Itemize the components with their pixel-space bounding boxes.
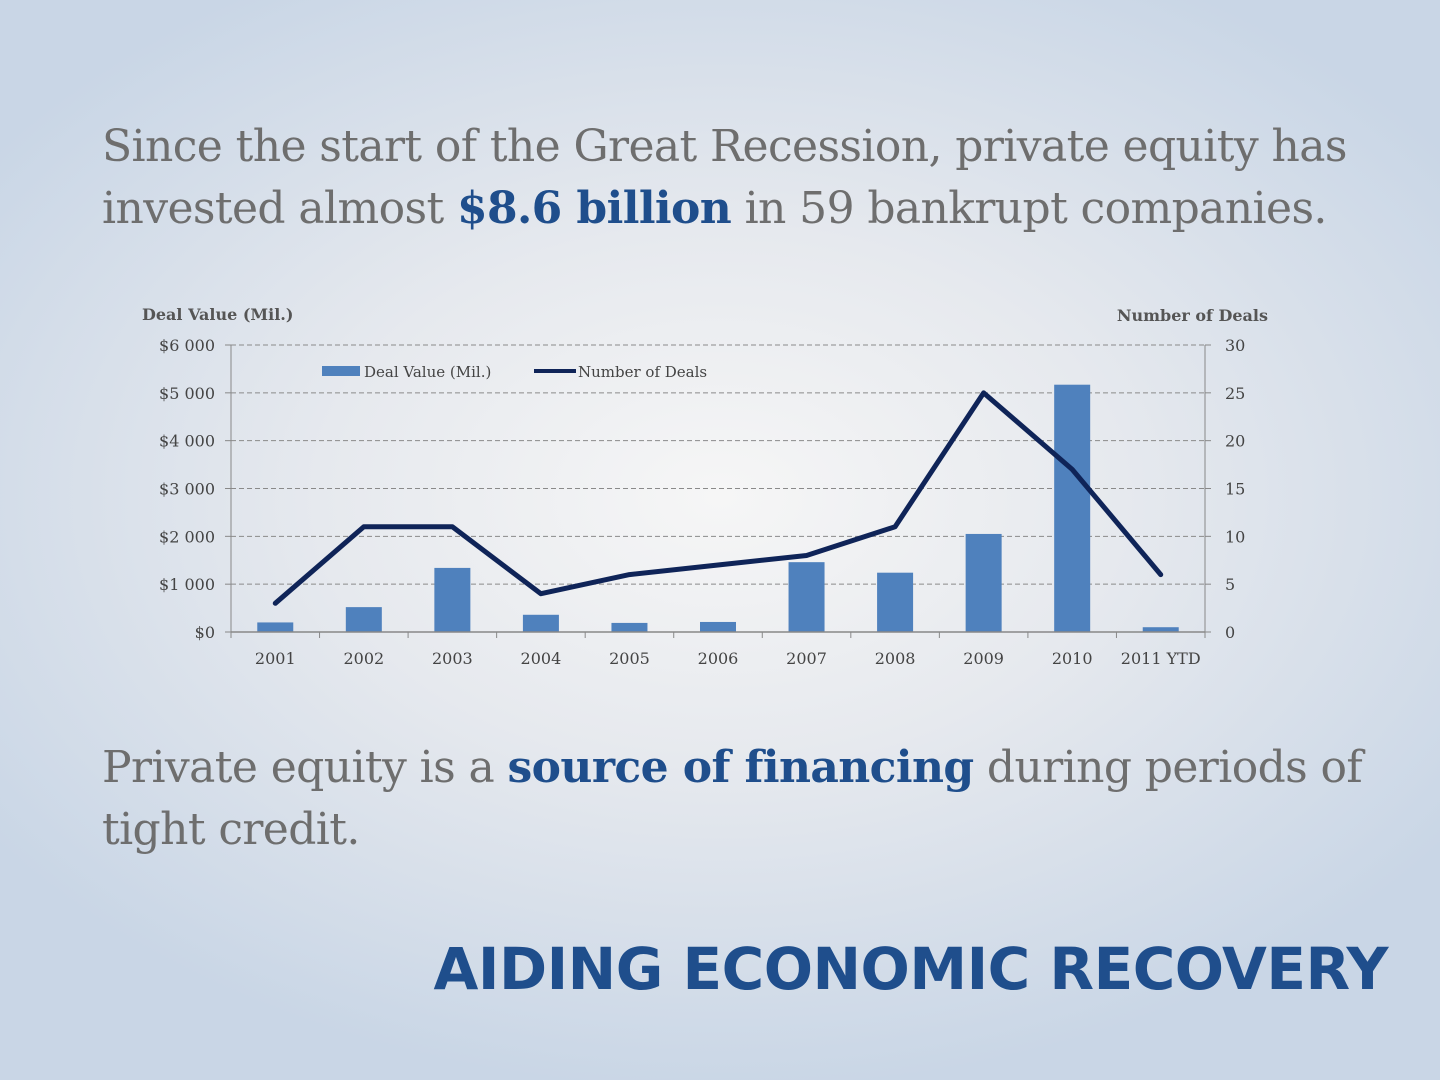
x-tick-label: 2001 — [255, 649, 296, 668]
intro-text-part2: in 59 bankrupt companies. — [731, 183, 1328, 234]
x-tick-label: 2006 — [698, 649, 739, 668]
closing-text-part1: Private equity is a — [102, 742, 508, 793]
bar — [1054, 384, 1091, 632]
x-tick-label: 2009 — [963, 649, 1004, 668]
bar — [965, 533, 1002, 632]
bar — [700, 621, 736, 632]
intro-text-part1: Since the start of the Great Recession, … — [102, 121, 1347, 234]
closing-text: Private equity is a source of financing … — [102, 737, 1392, 861]
right-tick-label: 0 — [1225, 623, 1235, 642]
left-tick-label: $4 000 — [159, 432, 215, 451]
bar — [434, 567, 471, 632]
bar — [877, 572, 914, 632]
right-tick-label: 20 — [1225, 432, 1245, 451]
left-tick-label: $5 000 — [159, 384, 215, 403]
x-tick-label: 2008 — [875, 649, 916, 668]
x-tick-label: 2004 — [521, 649, 562, 668]
left-axis-title: Deal Value (Mil.) — [142, 305, 293, 324]
right-tick-label: 10 — [1225, 527, 1245, 546]
x-tick-label: 2003 — [432, 649, 473, 668]
right-tick-label: 5 — [1225, 575, 1235, 594]
tick-labels: $0 $1 000 $2 000 $3 000 $4 000 $5 000 $6 000 0 5… — [159, 336, 1245, 668]
closing-highlight: source of financing — [507, 742, 975, 793]
intro-highlight: $8.6 billion — [456, 183, 732, 234]
axes — [225, 344, 1211, 638]
x-tick-label: 2011 YTD — [1121, 649, 1201, 668]
legend-bar-label: Deal Value (Mil.) — [364, 363, 491, 381]
intro-text: Since the start of the Great Recession, … — [102, 116, 1392, 240]
x-tick-label: 2002 — [343, 649, 384, 668]
x-tick-label: 2007 — [786, 649, 827, 668]
bar — [522, 614, 559, 632]
bar — [345, 607, 382, 632]
legend-line-label: Number of Deals — [578, 363, 707, 381]
bar — [788, 562, 825, 632]
right-axis-title: Number of Deals — [1117, 306, 1268, 325]
left-tick-label: $0 — [195, 623, 215, 642]
chart-legend: Deal Value (Mil.) Number of Deals — [322, 363, 707, 381]
left-tick-label: $1 000 — [159, 575, 215, 594]
closing-text-part2: during periods of tight credit. — [102, 742, 1363, 855]
legend-bar-swatch — [322, 366, 360, 376]
deals-line — [272, 390, 1164, 606]
slide-title: AIDING ECONOMIC RECOVERY — [433, 935, 1388, 1003]
line-series — [272, 390, 1164, 606]
right-tick-label: 15 — [1225, 480, 1245, 499]
x-tick-label: 2010 — [1052, 649, 1093, 668]
left-tick-label: $3 000 — [159, 480, 215, 499]
x-tick-label: 2005 — [609, 649, 650, 668]
bar — [611, 622, 648, 632]
right-tick-label: 30 — [1225, 336, 1245, 355]
right-tick-label: 25 — [1225, 384, 1245, 403]
bar-series — [257, 384, 1179, 632]
left-tick-label: $6 000 — [159, 336, 215, 355]
bar — [1142, 627, 1179, 632]
left-tick-label: $2 000 — [159, 527, 215, 546]
bar — [257, 622, 294, 632]
